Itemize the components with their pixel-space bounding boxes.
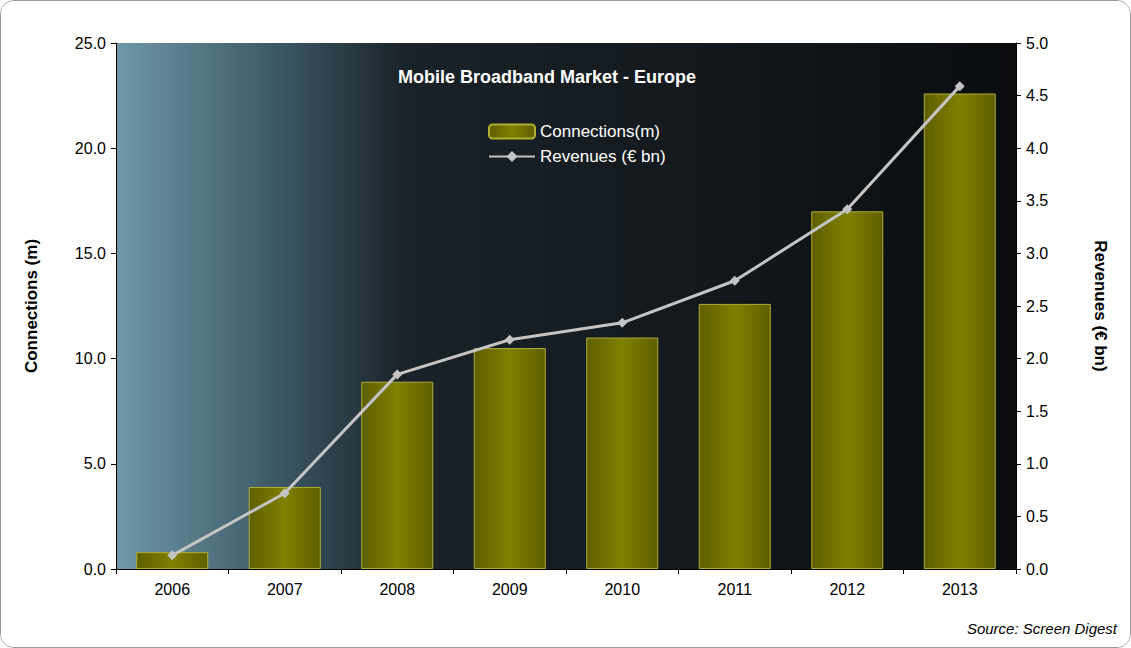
svg-text:2013: 2013 <box>942 581 978 598</box>
svg-text:4.5: 4.5 <box>1026 87 1048 104</box>
svg-text:Revenues (€ bn): Revenues (€ bn) <box>1091 240 1110 371</box>
svg-text:20.0: 20.0 <box>75 140 106 157</box>
svg-text:Mobile Broadband Market - Euro: Mobile Broadband Market - Europe <box>398 67 696 87</box>
svg-text:15.0: 15.0 <box>75 245 106 262</box>
svg-text:2.0: 2.0 <box>1026 350 1048 367</box>
svg-text:0.0: 0.0 <box>84 561 106 578</box>
svg-text:2.5: 2.5 <box>1026 298 1048 315</box>
svg-text:10.0: 10.0 <box>75 350 106 367</box>
svg-text:Connections (m): Connections (m) <box>22 239 41 373</box>
svg-text:1.0: 1.0 <box>1026 455 1048 472</box>
svg-text:3.0: 3.0 <box>1026 245 1048 262</box>
svg-text:5.0: 5.0 <box>1026 35 1048 52</box>
svg-text:0.0: 0.0 <box>1026 561 1048 578</box>
svg-text:2010: 2010 <box>604 581 640 598</box>
svg-text:2009: 2009 <box>492 581 528 598</box>
svg-text:5.0: 5.0 <box>84 455 106 472</box>
svg-text:2012: 2012 <box>829 581 865 598</box>
svg-text:Revenues (€ bn): Revenues (€ bn) <box>540 147 666 166</box>
svg-text:1.5: 1.5 <box>1026 403 1048 420</box>
svg-text:2006: 2006 <box>154 581 190 598</box>
svg-text:2011: 2011 <box>718 581 753 598</box>
svg-text:2008: 2008 <box>379 581 415 598</box>
svg-text:3.5: 3.5 <box>1026 192 1048 209</box>
svg-text:Connections(m): Connections(m) <box>540 122 660 141</box>
svg-text:25.0: 25.0 <box>75 35 106 52</box>
svg-text:Source: Screen Digest: Source: Screen Digest <box>967 620 1118 637</box>
svg-text:2007: 2007 <box>267 581 303 598</box>
svg-text:4.0: 4.0 <box>1026 140 1048 157</box>
svg-text:0.5: 0.5 <box>1026 508 1048 525</box>
